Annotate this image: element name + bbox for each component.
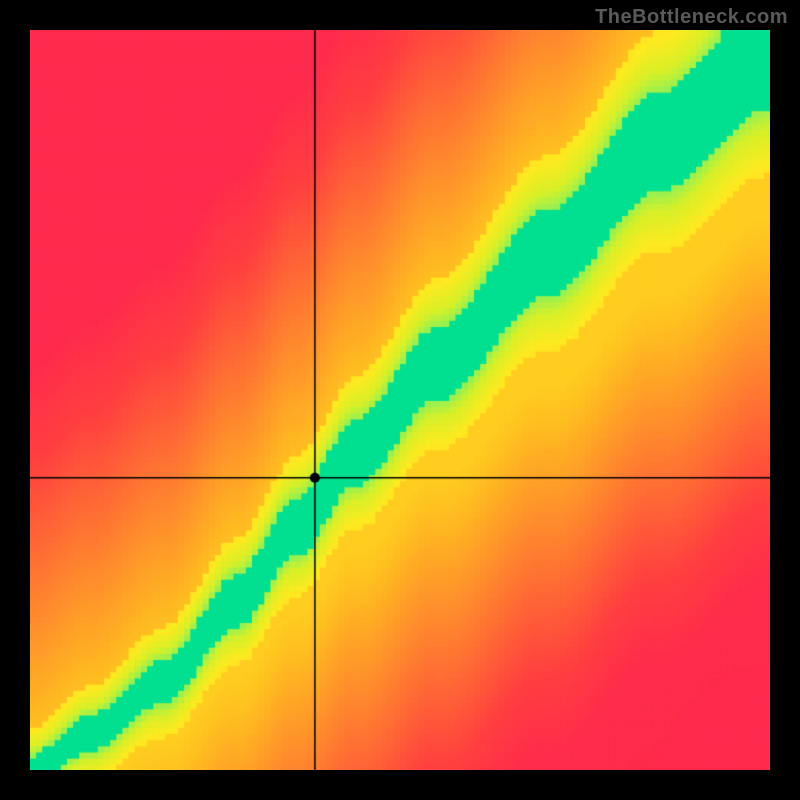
chart-container: TheBottleneck.com <box>0 0 800 800</box>
watermark-label: TheBottleneck.com <box>595 6 788 29</box>
heatmap-plot <box>30 30 770 770</box>
heatmap-canvas <box>30 30 770 770</box>
